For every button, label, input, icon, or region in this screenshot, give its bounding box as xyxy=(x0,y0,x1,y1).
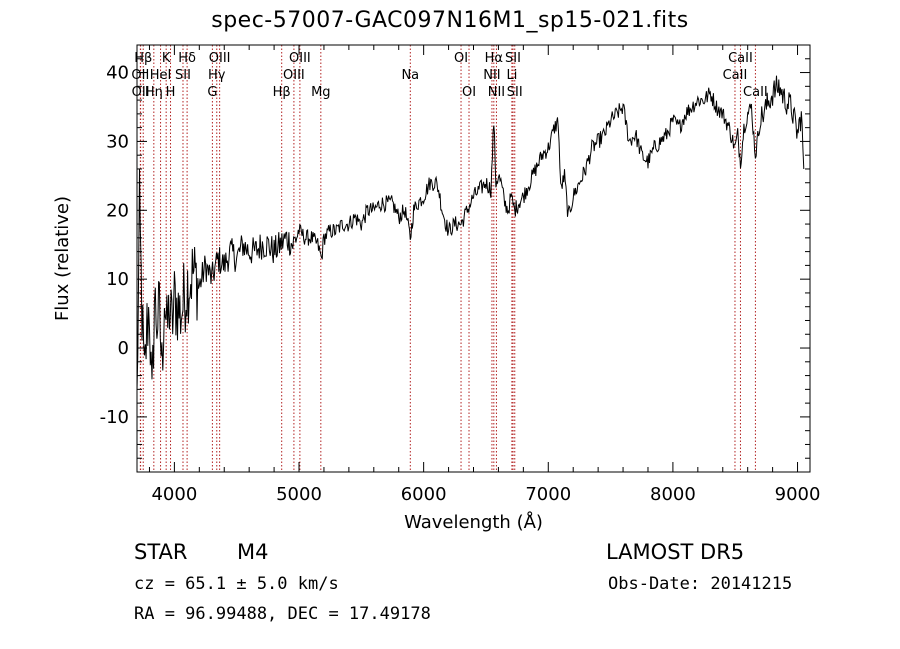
x-axis-ticks: 4000 5000 6000 7000 8000 9000 xyxy=(148,45,821,505)
y-tick-label: 40 xyxy=(106,63,129,84)
y-tick-label: 30 xyxy=(106,131,129,152)
x-tick-label: 7000 xyxy=(525,484,571,505)
spectral-line-label: Hα xyxy=(485,51,503,66)
spectral-line-label: OII xyxy=(132,85,150,100)
spectral-line-label: CaII xyxy=(728,51,753,66)
y-tick-label: -10 xyxy=(100,407,129,428)
spectral-line-label: Mg xyxy=(311,85,330,100)
spectral-line-label: Hβ xyxy=(273,85,291,100)
spectral-line-label: Hη xyxy=(145,85,163,100)
spectral-line-label: CaII xyxy=(723,68,748,83)
x-tick-label: 5000 xyxy=(276,484,322,505)
spectrum-series-line xyxy=(136,75,805,391)
x-axis-label: Wavelength (Å) xyxy=(404,511,543,533)
spectral-line-label: OII xyxy=(131,68,149,83)
y-tick-label: 10 xyxy=(106,269,129,290)
spectral-line-label: H xyxy=(166,85,176,100)
observation-date: Obs-Date: 20141215 xyxy=(608,574,793,594)
spectral-line-label: OI xyxy=(462,85,476,100)
spectral-line-label: CaII xyxy=(743,85,768,100)
spectral-line-label: OIII xyxy=(283,68,305,83)
y-tick-label: 0 xyxy=(118,338,129,359)
y-axis-label: Flux (relative) xyxy=(52,196,73,321)
spectral-line-label: Hδ xyxy=(178,51,196,66)
object-subclass: M4 xyxy=(237,540,269,564)
spectral-line-label: OIII xyxy=(289,51,311,66)
spectral-line-label: SII xyxy=(505,51,521,66)
spectral-line-label: SII xyxy=(507,85,523,100)
spectral-line-label: K xyxy=(162,51,171,66)
spectral-line-label: NII xyxy=(488,85,505,100)
x-tick-label: 6000 xyxy=(401,484,447,505)
plot-frame xyxy=(136,44,811,473)
y-axis-ticks: -10 0 10 20 30 40 xyxy=(100,44,810,459)
spectral-line-label: SII xyxy=(175,68,191,83)
spectral-line-label: OIII xyxy=(209,51,231,66)
spectral-line-label: G xyxy=(207,85,217,100)
y-tick-label: 20 xyxy=(106,200,129,221)
spectral-line-label: Li xyxy=(506,68,517,83)
coordinates: RA = 96.99488, DEC = 17.49178 xyxy=(134,604,431,624)
object-class: STAR xyxy=(134,540,188,564)
spectral-line-markers xyxy=(139,45,756,472)
redshift-velocity: cz = 65.1 ± 5.0 km/s xyxy=(134,574,339,594)
x-tick-label: 4000 xyxy=(151,484,197,505)
spectral-line-label: Hγ xyxy=(208,68,226,83)
spectral-line-label: OI xyxy=(454,51,468,66)
x-tick-label: 9000 xyxy=(775,484,821,505)
x-tick-label: 8000 xyxy=(650,484,696,505)
survey-name: LAMOST DR5 xyxy=(606,540,745,564)
spectral-line-label: Hβ xyxy=(134,51,152,66)
spectral-line-label: HeI xyxy=(150,68,172,83)
chart-title: spec-57007-GAC097N16M1_sp15-021.fits xyxy=(211,8,689,33)
spectral-line-label: NII xyxy=(483,68,500,83)
spectral-line-label: Na xyxy=(401,68,419,83)
